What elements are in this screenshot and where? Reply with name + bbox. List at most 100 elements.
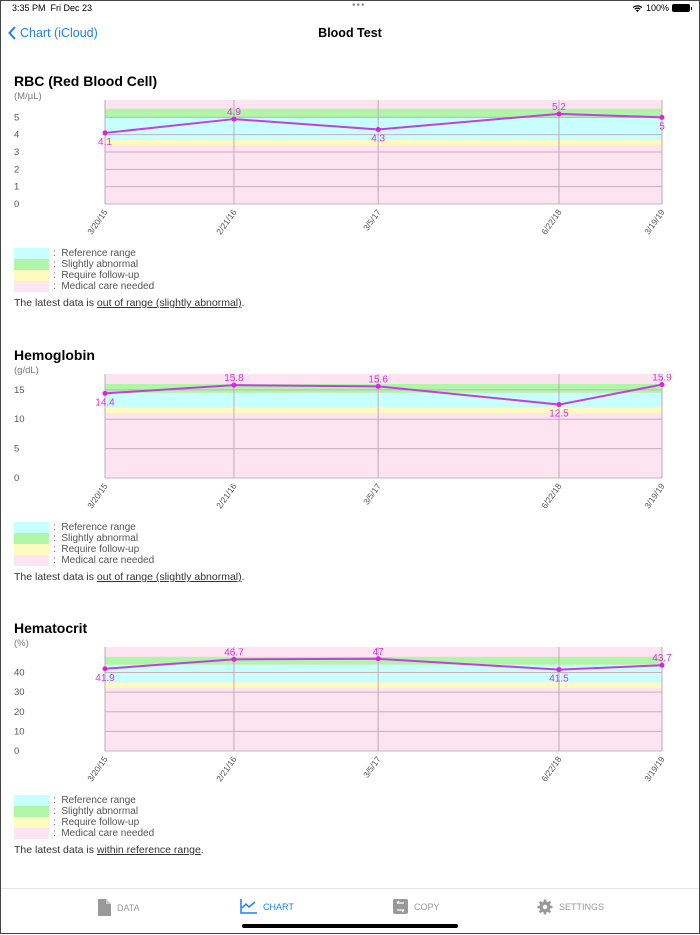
- legend-label: Slightly abnormal: [61, 533, 139, 544]
- legend-item: : Reference range: [14, 795, 154, 806]
- legend-label: Slightly abnormal: [61, 806, 139, 817]
- x-tick-label: 6/22/18: [539, 207, 564, 236]
- chart-title: Hemoglobin: [14, 347, 95, 363]
- wifi-icon: [632, 4, 643, 12]
- legend: : Reference range: Slightly abnormal: Re…: [14, 248, 154, 292]
- y-tick-label: 40: [14, 668, 25, 679]
- summary-prefix: The latest data is: [14, 571, 97, 583]
- data-label: 12.5: [549, 409, 569, 420]
- legend-item: : Require follow-up: [14, 544, 154, 555]
- data-label: 4.3: [371, 133, 385, 144]
- data-label: 41.9: [95, 673, 115, 684]
- y-tick-label: 5: [14, 112, 19, 123]
- x-tick-label: 3/5/17: [361, 481, 383, 506]
- legend-swatch: [14, 828, 49, 839]
- legend-label: Medical care needed: [61, 555, 155, 566]
- legend-separator: :: [53, 281, 62, 292]
- data-point: [102, 390, 108, 396]
- legend-item: : Medical care needed: [14, 828, 154, 839]
- data-point: [231, 382, 237, 388]
- legend-swatch: [14, 806, 49, 817]
- legend-separator: :: [53, 533, 62, 544]
- tab-settings[interactable]: SETTINGS: [537, 899, 604, 915]
- legend-label: Reference range: [61, 248, 136, 259]
- data-point: [659, 662, 665, 668]
- tab-chart[interactable]: CHART: [240, 899, 294, 914]
- summary-prefix: The latest data is: [14, 844, 97, 856]
- legend-separator: :: [53, 522, 62, 533]
- legend-item: : Slightly abnormal: [14, 533, 154, 544]
- x-tick-label: 6/22/18: [539, 481, 564, 510]
- legend-item: : Slightly abnormal: [14, 806, 154, 817]
- data-label: 41.5: [549, 674, 569, 685]
- legend: : Reference range: Slightly abnormal: Re…: [14, 522, 154, 566]
- data-label: 5: [659, 121, 665, 132]
- data-label: 46.7: [224, 647, 244, 658]
- data-point: [659, 114, 665, 120]
- band-reference: [105, 664, 662, 683]
- copy-icon: [393, 899, 408, 914]
- x-tick-label: 2/21/16: [214, 207, 239, 236]
- y-tick-label: 0: [14, 746, 19, 757]
- multitasking-dots-icon[interactable]: •••: [352, 0, 366, 11]
- legend-separator: :: [53, 544, 62, 555]
- data-point: [231, 656, 237, 662]
- hemoglobin-section: Hemoglobin (g/dL) 0 5 10 15 3/20/15 2/21/16 3/…: [0, 347, 700, 621]
- legend-item: : Reference range: [14, 248, 154, 259]
- chart-title: RBC (Red Blood Cell): [14, 73, 158, 89]
- legend-label: Medical care needed: [61, 281, 155, 292]
- y-tick-label: 20: [14, 707, 25, 718]
- tab-data[interactable]: DATA: [98, 899, 140, 916]
- summary-status-link[interactable]: out of range (slightly abnormal): [96, 297, 242, 309]
- hemoglobin-chart: 0 5 10 15 3/20/15 2/21/16 3/5/17 6/22/18 3/19/19…: [14, 374, 672, 510]
- legend-item: : Require follow-up: [14, 817, 154, 828]
- tab-bar: DATA CHART COPY SETTINGS: [0, 888, 700, 935]
- data-label: 5.2: [552, 102, 566, 113]
- band-follow-up: [105, 682, 662, 689]
- legend-label: Slightly abnormal: [61, 259, 139, 270]
- band-follow-up: [105, 139, 662, 146]
- data-point: [375, 656, 381, 662]
- legend-swatch: [14, 555, 49, 566]
- battery-percent: 100%: [645, 3, 669, 13]
- band-reference: [105, 392, 662, 408]
- summary-prefix: The latest data is: [14, 297, 97, 309]
- legend-label: Medical care needed: [61, 828, 155, 839]
- tab-copy[interactable]: COPY: [393, 899, 440, 914]
- hematocrit-chart: 0 10 20 30 40 3/20/15 2/21/16 3/5/17 6/22/18 3/19…: [14, 647, 672, 783]
- band-slightly-abnormal: [105, 656, 662, 665]
- y-tick-label: 1: [14, 182, 19, 193]
- legend-item: : Reference range: [14, 522, 154, 533]
- y-tick-label: 0: [14, 473, 19, 484]
- chart-unit: (%): [14, 638, 29, 649]
- data-label: 43.7: [652, 653, 672, 664]
- legend-separator: :: [53, 555, 62, 566]
- back-label: Chart (iCloud): [20, 26, 98, 40]
- data-point: [231, 116, 237, 122]
- legend-swatch: [14, 248, 49, 259]
- data-label: 4.9: [227, 107, 241, 118]
- legend-label: Require follow-up: [61, 817, 140, 828]
- y-tick-label: 3: [14, 147, 19, 158]
- back-button[interactable]: Chart (iCloud): [8, 26, 98, 40]
- data-point: [556, 111, 562, 117]
- data-point: [375, 383, 381, 389]
- summary-status-link[interactable]: within reference range: [96, 844, 201, 856]
- x-tick-label: 3/20/15: [85, 207, 110, 236]
- status-bar: 3:35 PM Fri Dec 23 ••• 100%: [12, 0, 692, 17]
- home-indicator[interactable]: [242, 924, 458, 928]
- y-tick-label: 5: [14, 444, 19, 455]
- summary-status-link[interactable]: out of range (slightly abnormal): [96, 571, 242, 583]
- legend-swatch: [14, 533, 49, 544]
- band-slightly-abnormal: [105, 108, 662, 118]
- legend-separator: :: [53, 828, 62, 839]
- data-point: [659, 382, 665, 388]
- legend-swatch: [14, 544, 49, 555]
- legend-swatch: [14, 817, 49, 828]
- y-tick-label: 10: [14, 414, 25, 425]
- navigation-bar: Chart (iCloud) Blood Test: [0, 20, 700, 48]
- legend-separator: :: [53, 248, 62, 259]
- tab-label: DATA: [117, 902, 140, 913]
- y-tick-label: 0: [14, 199, 19, 210]
- legend-label: Require follow-up: [61, 270, 140, 281]
